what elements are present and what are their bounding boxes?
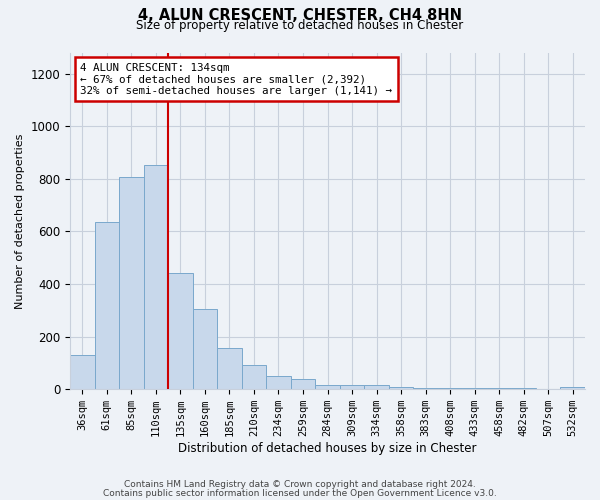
Text: 4 ALUN CRESCENT: 134sqm
← 67% of detached houses are smaller (2,392)
32% of semi: 4 ALUN CRESCENT: 134sqm ← 67% of detache… xyxy=(80,62,392,96)
Bar xyxy=(340,385,364,389)
Bar xyxy=(143,166,168,389)
Bar xyxy=(291,380,315,389)
Bar xyxy=(389,386,413,389)
Bar xyxy=(511,388,536,389)
Bar xyxy=(266,376,291,389)
Bar xyxy=(487,388,511,389)
Bar xyxy=(95,222,119,389)
Bar xyxy=(193,309,217,389)
Text: Contains public sector information licensed under the Open Government Licence v3: Contains public sector information licen… xyxy=(103,488,497,498)
Text: 4, ALUN CRESCENT, CHESTER, CH4 8HN: 4, ALUN CRESCENT, CHESTER, CH4 8HN xyxy=(138,8,462,22)
Text: Contains HM Land Registry data © Crown copyright and database right 2024.: Contains HM Land Registry data © Crown c… xyxy=(124,480,476,489)
Bar xyxy=(438,388,463,389)
Bar xyxy=(242,365,266,389)
X-axis label: Distribution of detached houses by size in Chester: Distribution of detached houses by size … xyxy=(178,442,477,455)
Bar xyxy=(364,385,389,389)
Text: Size of property relative to detached houses in Chester: Size of property relative to detached ho… xyxy=(136,18,464,32)
Bar xyxy=(463,388,487,389)
Bar xyxy=(70,355,95,389)
Bar xyxy=(560,386,585,389)
Bar xyxy=(315,385,340,389)
Bar xyxy=(413,388,438,389)
Bar xyxy=(217,348,242,389)
Bar xyxy=(119,178,143,389)
Bar xyxy=(168,274,193,389)
Y-axis label: Number of detached properties: Number of detached properties xyxy=(15,133,25,308)
